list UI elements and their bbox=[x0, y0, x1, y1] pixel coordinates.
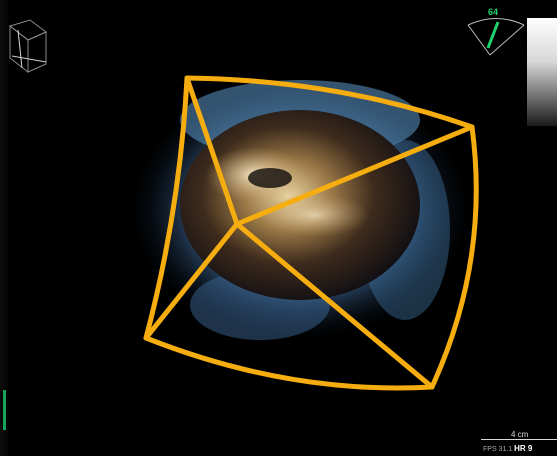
outline-spoke-top bbox=[184, 75, 240, 227]
scale-bar bbox=[481, 439, 557, 440]
grayscale-bar bbox=[527, 18, 557, 126]
depth-value: 64 bbox=[488, 7, 499, 17]
outline-spoke-bottom bbox=[234, 221, 435, 390]
fps-hr-readout: FPS 31.1 HR 9 bbox=[483, 444, 557, 453]
outline-top-edge bbox=[184, 75, 475, 130]
orange-outline bbox=[143, 75, 479, 391]
outline-left-edge bbox=[143, 75, 190, 341]
fps-text: FPS 31.1 bbox=[483, 446, 513, 453]
orientation-cube-icon bbox=[8, 19, 47, 74]
outline-bottom-edge bbox=[143, 335, 435, 391]
bright-leaflet-2 bbox=[260, 193, 370, 237]
left-marker bbox=[3, 390, 6, 430]
scale-label: 4 cm bbox=[511, 430, 529, 439]
sector-indicator-icon bbox=[467, 18, 525, 56]
outline-spoke-right bbox=[234, 124, 475, 227]
dark-orifice bbox=[248, 168, 292, 188]
hr-text: HR 9 bbox=[514, 444, 533, 453]
left-border-strip bbox=[0, 0, 8, 456]
outline-spoke-left bbox=[143, 221, 240, 341]
outline-right-edge bbox=[429, 124, 479, 390]
